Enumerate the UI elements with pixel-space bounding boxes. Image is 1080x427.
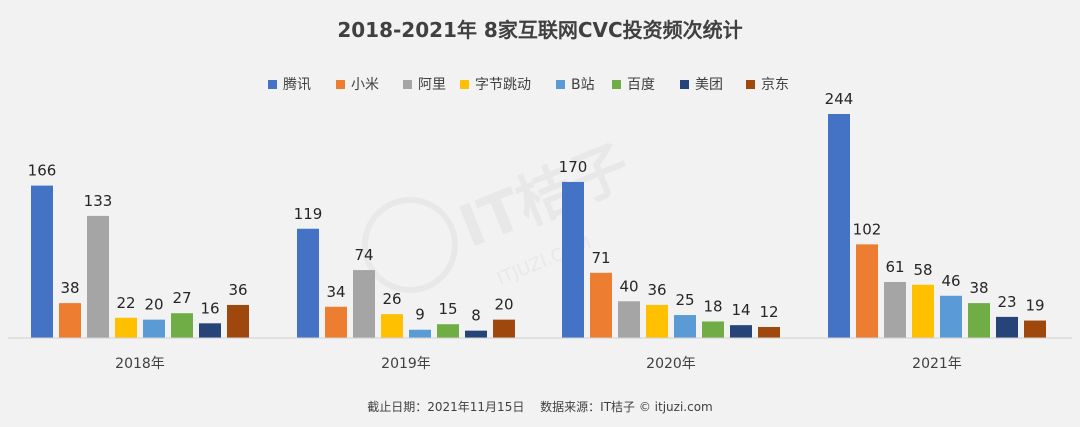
legend-swatch-3 <box>403 80 412 89</box>
bar-4-7 <box>996 316 1018 338</box>
bar-3-4 <box>646 304 668 338</box>
bar-3-6 <box>702 321 724 338</box>
data-label-4-4: 58 <box>913 261 932 279</box>
legend-label-5: B站 <box>571 77 595 93</box>
legend-swatch-2 <box>336 80 345 89</box>
bar-2-8 <box>493 319 515 338</box>
bar-1-2 <box>59 303 81 338</box>
bar-1-8 <box>227 304 249 338</box>
legend: 腾讯 小米 阿里 字节跳动 B站 百度 美团 京东 <box>268 76 789 93</box>
watermark-logo-icon <box>362 197 458 293</box>
data-label-1-2: 38 <box>60 279 79 297</box>
x-tick-label-1: 2018年 <box>115 356 165 372</box>
x-tick-labels: 2018年 2019年 2020年 2021年 <box>115 356 962 372</box>
legend-label-4: 字节跳动 <box>475 77 531 93</box>
data-label-3-5: 25 <box>675 291 694 309</box>
bar-4-3 <box>884 282 906 338</box>
legend-label-1: 腾讯 <box>283 76 311 93</box>
legend-swatch-4 <box>460 80 469 89</box>
bar-3-1 <box>562 181 584 338</box>
bar-1-4 <box>115 317 137 338</box>
bar-3-5 <box>674 315 696 338</box>
data-label-4-8: 19 <box>1025 297 1044 315</box>
data-label-2-2: 34 <box>326 283 345 301</box>
bar-2-4 <box>381 314 403 338</box>
data-label-3-1: 170 <box>559 158 588 176</box>
data-label-4-2: 102 <box>853 220 882 238</box>
bar-3-7 <box>730 325 752 338</box>
data-label-3-6: 18 <box>703 297 722 315</box>
bar-4-1 <box>828 114 850 338</box>
bar-2-2 <box>325 306 347 338</box>
bar-2-5 <box>409 329 431 338</box>
data-label-2-4: 26 <box>382 290 401 308</box>
footer-date: 截止日期：2021年11月15日 <box>367 400 525 414</box>
legend-swatch-8 <box>746 80 755 89</box>
bar-3-2 <box>590 272 612 338</box>
legend-swatch-7 <box>680 80 689 89</box>
data-label-4-7: 23 <box>997 293 1016 311</box>
data-label-1-3: 133 <box>84 192 113 210</box>
bar-4-5 <box>940 295 962 338</box>
data-label-3-7: 14 <box>731 301 750 319</box>
bar-4-6 <box>968 303 990 338</box>
data-label-4-6: 38 <box>969 279 988 297</box>
footer-source: 数据来源：IT桔子 © itjuzi.com <box>540 400 713 414</box>
legend-swatch-1 <box>268 80 277 89</box>
watermark-text: IT桔子 <box>450 132 640 261</box>
footer: 截止日期：2021年11月15日 数据来源：IT桔子 © itjuzi.com <box>0 398 1080 415</box>
data-label-4-3: 61 <box>885 258 904 276</box>
legend-swatch-5 <box>556 80 565 89</box>
bar-1-7 <box>199 323 221 338</box>
data-label-1-1: 166 <box>28 162 57 180</box>
data-label-1-6: 27 <box>172 289 191 307</box>
data-label-1-8: 36 <box>228 281 247 299</box>
data-label-3-4: 36 <box>647 281 666 299</box>
bar-4-2 <box>856 244 878 338</box>
legend-label-7: 美团 <box>695 77 723 93</box>
data-label-2-8: 20 <box>494 296 513 314</box>
data-label-1-4: 22 <box>116 294 135 312</box>
data-labels-group: 166 38 133 22 20 27 16 36 119 34 74 26 9 15 8 20 170 71 40… <box>28 90 1045 325</box>
data-label-3-2: 71 <box>591 249 610 267</box>
x-tick-label-4: 2021年 <box>912 356 962 372</box>
bars-group <box>31 114 1046 338</box>
data-label-2-1: 119 <box>294 205 323 223</box>
bar-4-4 <box>912 284 934 338</box>
bar-2-3 <box>353 270 375 338</box>
bar-1-3 <box>87 215 109 338</box>
bar-2-6 <box>437 324 459 338</box>
data-label-3-3: 40 <box>619 277 638 295</box>
bar-1-6 <box>171 313 193 338</box>
legend-label-3: 阿里 <box>418 77 446 93</box>
bar-1-5 <box>143 319 165 338</box>
data-label-1-5: 20 <box>144 296 163 314</box>
data-label-4-1: 244 <box>825 90 854 108</box>
legend-swatch-6 <box>612 80 621 89</box>
bar-3-3 <box>618 301 640 338</box>
data-label-2-7: 8 <box>471 307 481 325</box>
bar-4-8 <box>1024 320 1046 338</box>
bar-3-8 <box>758 326 780 338</box>
legend-label-6: 百度 <box>627 77 655 93</box>
x-tick-label-2: 2019年 <box>381 356 431 372</box>
bar-1-1 <box>31 185 53 338</box>
data-label-2-5: 9 <box>415 306 425 324</box>
data-label-3-8: 12 <box>759 303 778 321</box>
legend-label-8: 京东 <box>761 77 789 93</box>
chart-title: 2018-2021年 8家互联网CVC投资频次统计 <box>337 18 743 42</box>
data-label-4-5: 46 <box>941 272 960 290</box>
x-tick-label-3: 2020年 <box>646 356 696 372</box>
data-label-2-6: 15 <box>438 300 457 318</box>
data-label-2-3: 74 <box>354 246 373 264</box>
legend-label-2: 小米 <box>351 77 379 93</box>
bar-2-7 <box>465 330 487 338</box>
bar-2-1 <box>297 228 319 338</box>
data-label-1-7: 16 <box>200 299 219 317</box>
